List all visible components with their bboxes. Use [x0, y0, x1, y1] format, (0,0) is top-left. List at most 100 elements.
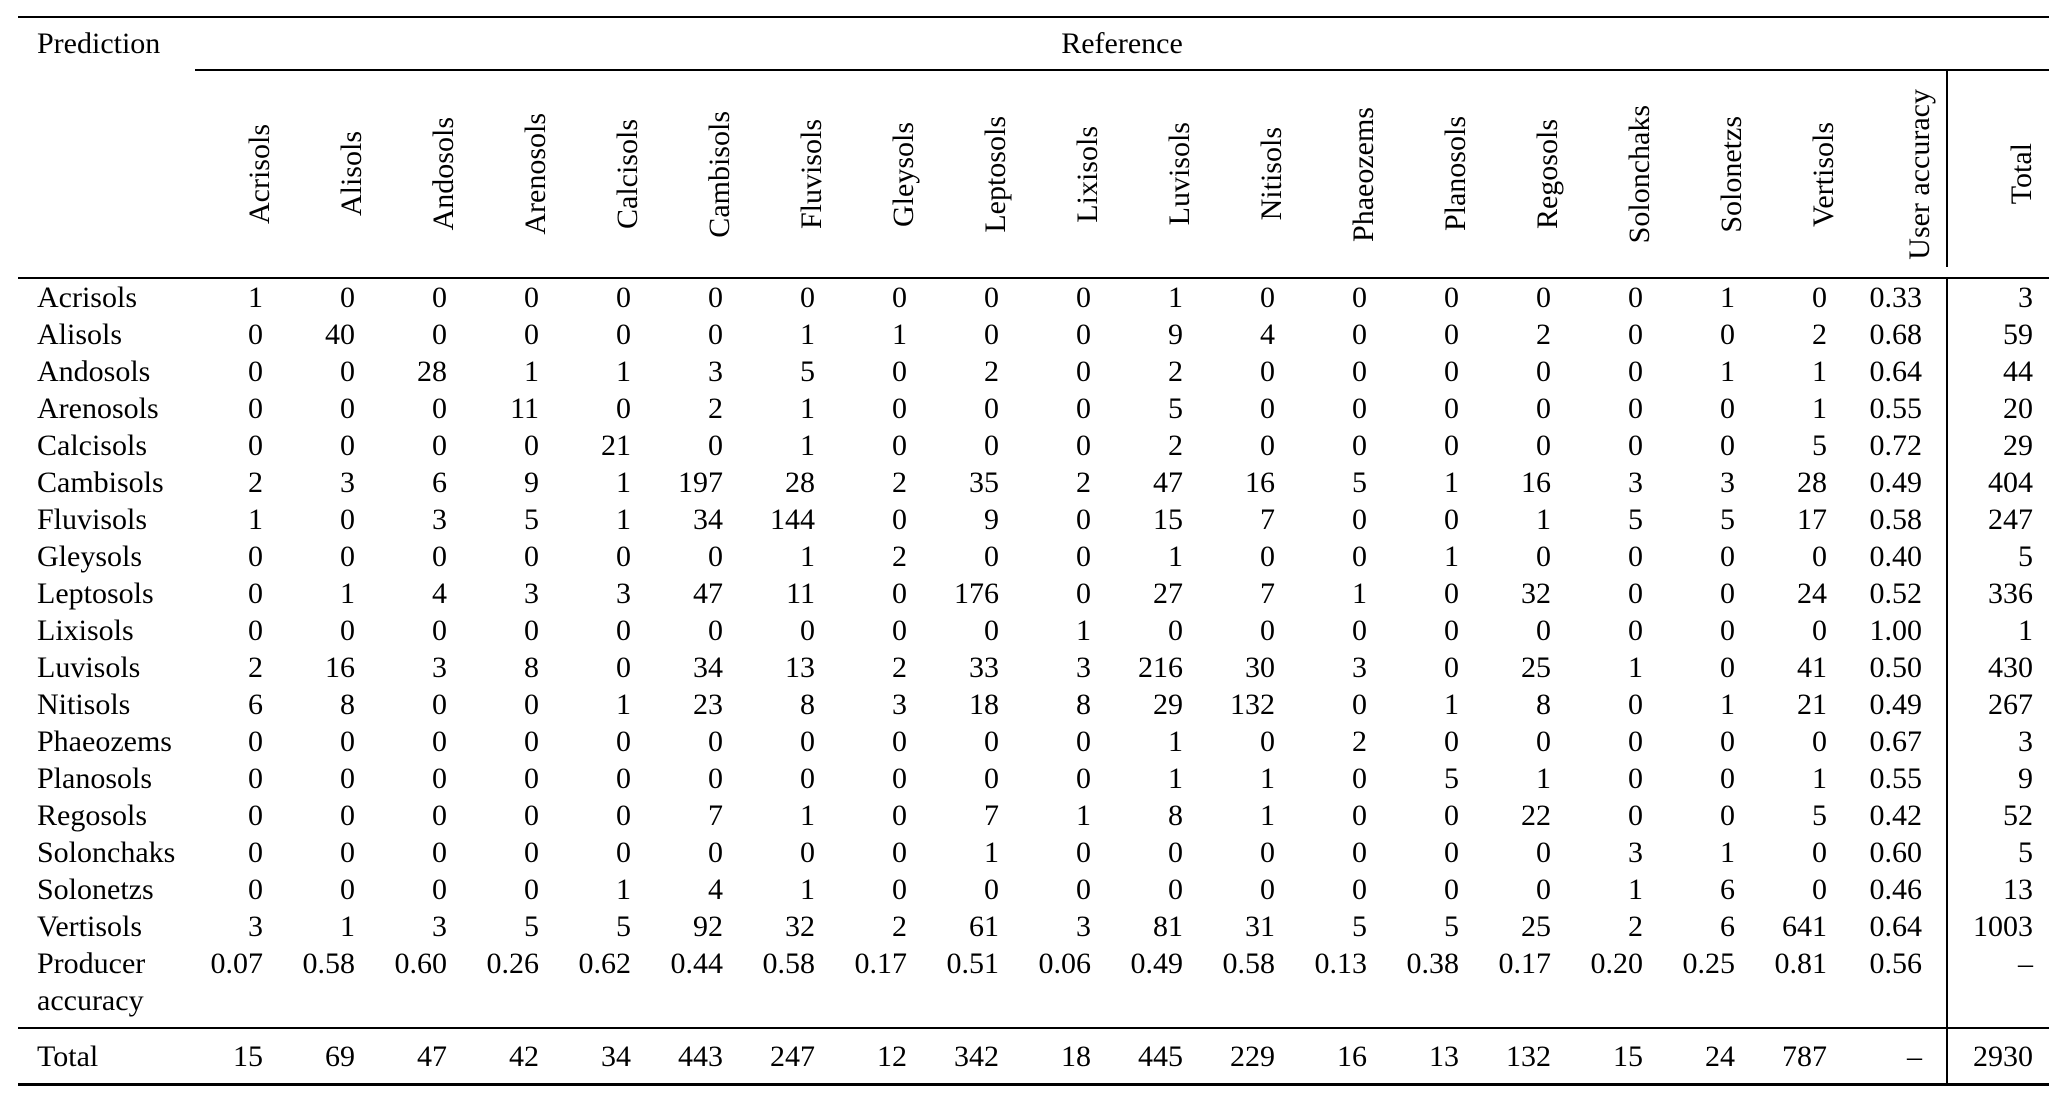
cell-total-acrisols: 15 — [195, 1027, 287, 1086]
cell-andosols-vertisols: 1 — [1812, 355, 1827, 388]
cell-acrisols-nitisols: 0 — [1260, 281, 1275, 314]
cell-alisols-lixisols: 0 — [1076, 318, 1091, 351]
row-label: Fluvisols — [37, 503, 148, 536]
cell-regosols-gleysols: 0 — [892, 799, 907, 832]
cell-phaeozems-calcisols: 0 — [616, 725, 631, 758]
cell-nitisols-leptosols: 18 — [969, 688, 999, 721]
cell-arenosols-arenosols: 11 — [510, 392, 539, 425]
col-header-label: Planosols — [1439, 116, 1472, 232]
cell-solonchaks-lixisols: 0 — [1076, 836, 1091, 869]
cell-nitisols-vertisols: 21 — [1797, 688, 1827, 721]
cell-phaeozems-alisols: 0 — [340, 725, 355, 758]
cell-luvisols-calcisols: 0 — [616, 651, 631, 684]
cell-phaeozems-lixisols: 0 — [1076, 725, 1091, 758]
cell-gleysols-user-accuracy: 0.40 — [1869, 540, 1923, 573]
row-label: Alisols — [37, 318, 123, 351]
col-header-solonetzs: Solonetzs — [1667, 70, 1759, 279]
cell-solonetzs-planosols: 0 — [1444, 873, 1459, 906]
cell-arenosols-calcisols: 0 — [616, 392, 631, 425]
cell-andosols-phaeozems: 0 — [1352, 355, 1367, 388]
col-header-label: Arenosols — [519, 113, 552, 235]
cell-total-phaeozems: 16 — [1299, 1027, 1391, 1086]
cell-calcisols-nitisols: 0 — [1260, 429, 1275, 462]
col-header-label: Luvisols — [1163, 122, 1196, 226]
cell-gleysols-acrisols: 0 — [248, 540, 263, 573]
cell-planosols-lixisols: 0 — [1076, 762, 1091, 795]
cell-calcisols-leptosols: 0 — [984, 429, 999, 462]
cell-arenosols-solonchaks: 0 — [1628, 392, 1643, 425]
cell-gleysols-arenosols: 0 — [524, 540, 539, 573]
cell-total-solonchaks: 15 — [1575, 1027, 1667, 1086]
cell-fluvisols-leptosols: 9 — [984, 503, 999, 536]
cell-solonetzs-nitisols: 0 — [1260, 873, 1275, 906]
cell-solonetzs-gleysols: 0 — [892, 873, 907, 906]
col-header-solonchaks: Solonchaks — [1575, 70, 1667, 279]
cell-regosols-leptosols: 7 — [984, 799, 999, 832]
cell-acrisols-acrisols: 1 — [248, 281, 263, 314]
cell-nitisols-solonetzs: 1 — [1720, 688, 1735, 721]
column-header-row: Acrisols Alisols Andosols Arenosols Calcisol… — [18, 70, 2050, 279]
cell-lixisols-leptosols: 0 — [984, 614, 999, 647]
cell-vertisols-lixisols: 3 — [1076, 910, 1091, 943]
cell-luvisols-alisols: 16 — [325, 651, 355, 684]
col-header-label: Total — [2005, 143, 2039, 205]
cell-leptosols-acrisols: 0 — [248, 577, 263, 610]
confusion-matrix-table: Prediction Reference Acrisols Alisols Ando… — [18, 16, 2050, 1086]
cell-solonchaks-gleysols: 0 — [892, 836, 907, 869]
col-header-label: Gleysols — [887, 121, 920, 227]
cell-solonetzs-cambisols: 4 — [708, 873, 723, 906]
cell-vertisols-gleysols: 2 — [892, 910, 907, 943]
cell-lixisols-andosols: 0 — [432, 614, 447, 647]
cell-calcisols-arenosols: 0 — [524, 429, 539, 462]
cell-phaeozems-andosols: 0 — [432, 725, 447, 758]
cell-andosols-planosols: 0 — [1444, 355, 1459, 388]
cell-vertisols-phaeozems: 5 — [1352, 910, 1367, 943]
cell-total-gleysols: 12 — [839, 1027, 931, 1086]
cell-andosols-acrisols: 0 — [248, 355, 263, 388]
cell-cambisols-lixisols: 2 — [1076, 466, 1091, 499]
cell-regosols-lixisols: 1 — [1076, 799, 1091, 832]
cell-luvisols-leptosols: 33 — [969, 651, 999, 684]
cell-planosols-user-accuracy: 0.55 — [1869, 762, 1923, 795]
cell-acrisols-calcisols: 0 — [616, 281, 631, 314]
col-header-leptosols: Leptosols — [931, 70, 1023, 279]
col-header-andosols: Andosols — [379, 70, 471, 279]
cell-arenosols-andosols: 0 — [432, 392, 447, 425]
col-header-nitisols: Nitisols — [1207, 70, 1299, 279]
cell-nitisols-lixisols: 8 — [1076, 688, 1091, 721]
cell-regosols-solonetzs: 0 — [1720, 799, 1735, 832]
cell-phaeozems-total: 3 — [1945, 723, 2050, 760]
cell-leptosols-vertisols: 24 — [1797, 577, 1827, 610]
cell-cambisols-solonchaks: 3 — [1628, 466, 1643, 499]
cell-vertisols-fluvisols: 32 — [785, 910, 815, 943]
cell-vertisols-total: 1003 — [1945, 908, 2050, 945]
cell-regosols-vertisols: 5 — [1812, 799, 1827, 832]
col-header-label: Vertisols — [1807, 121, 1840, 227]
cell-andosols-user-accuracy: 0.64 — [1869, 355, 1923, 388]
cell-alisols-calcisols: 0 — [616, 318, 631, 351]
cell-regosols-regosols: 22 — [1521, 799, 1551, 832]
cell-total-arenosols: 42 — [471, 1027, 563, 1086]
cell-producer-accuracy-cambisols: 0.44 — [670, 947, 724, 980]
cell-total-total: 2930 — [1945, 1027, 2050, 1086]
cell-solonetzs-luvisols: 0 — [1168, 873, 1183, 906]
col-header-label: Solonetzs — [1715, 115, 1748, 233]
cell-arenosols-alisols: 0 — [340, 392, 355, 425]
row-label: Producer accuracy — [37, 947, 146, 1017]
cell-producer-accuracy-phaeozems: 0.13 — [1314, 947, 1368, 980]
cell-vertisols-user-accuracy: 0.64 — [1869, 910, 1923, 943]
cell-alisols-arenosols: 0 — [524, 318, 539, 351]
cell-andosols-luvisols: 2 — [1168, 355, 1183, 388]
cell-acrisols-gleysols: 0 — [892, 281, 907, 314]
cell-producer-accuracy-andosols: 0.60 — [394, 947, 448, 980]
cell-nitisols-gleysols: 3 — [892, 688, 907, 721]
cell-lixisols-regosols: 0 — [1536, 614, 1551, 647]
col-header-label: Leptosols — [979, 115, 1012, 233]
cell-fluvisols-nitisols: 7 — [1260, 503, 1275, 536]
cell-gleysols-nitisols: 0 — [1260, 540, 1275, 573]
cell-calcisols-cambisols: 0 — [708, 429, 723, 462]
cell-arenosols-vertisols: 1 — [1812, 392, 1827, 425]
cell-leptosols-andosols: 4 — [432, 577, 447, 610]
cell-nitisols-regosols: 8 — [1536, 688, 1551, 721]
cell-alisols-nitisols: 4 — [1260, 318, 1275, 351]
